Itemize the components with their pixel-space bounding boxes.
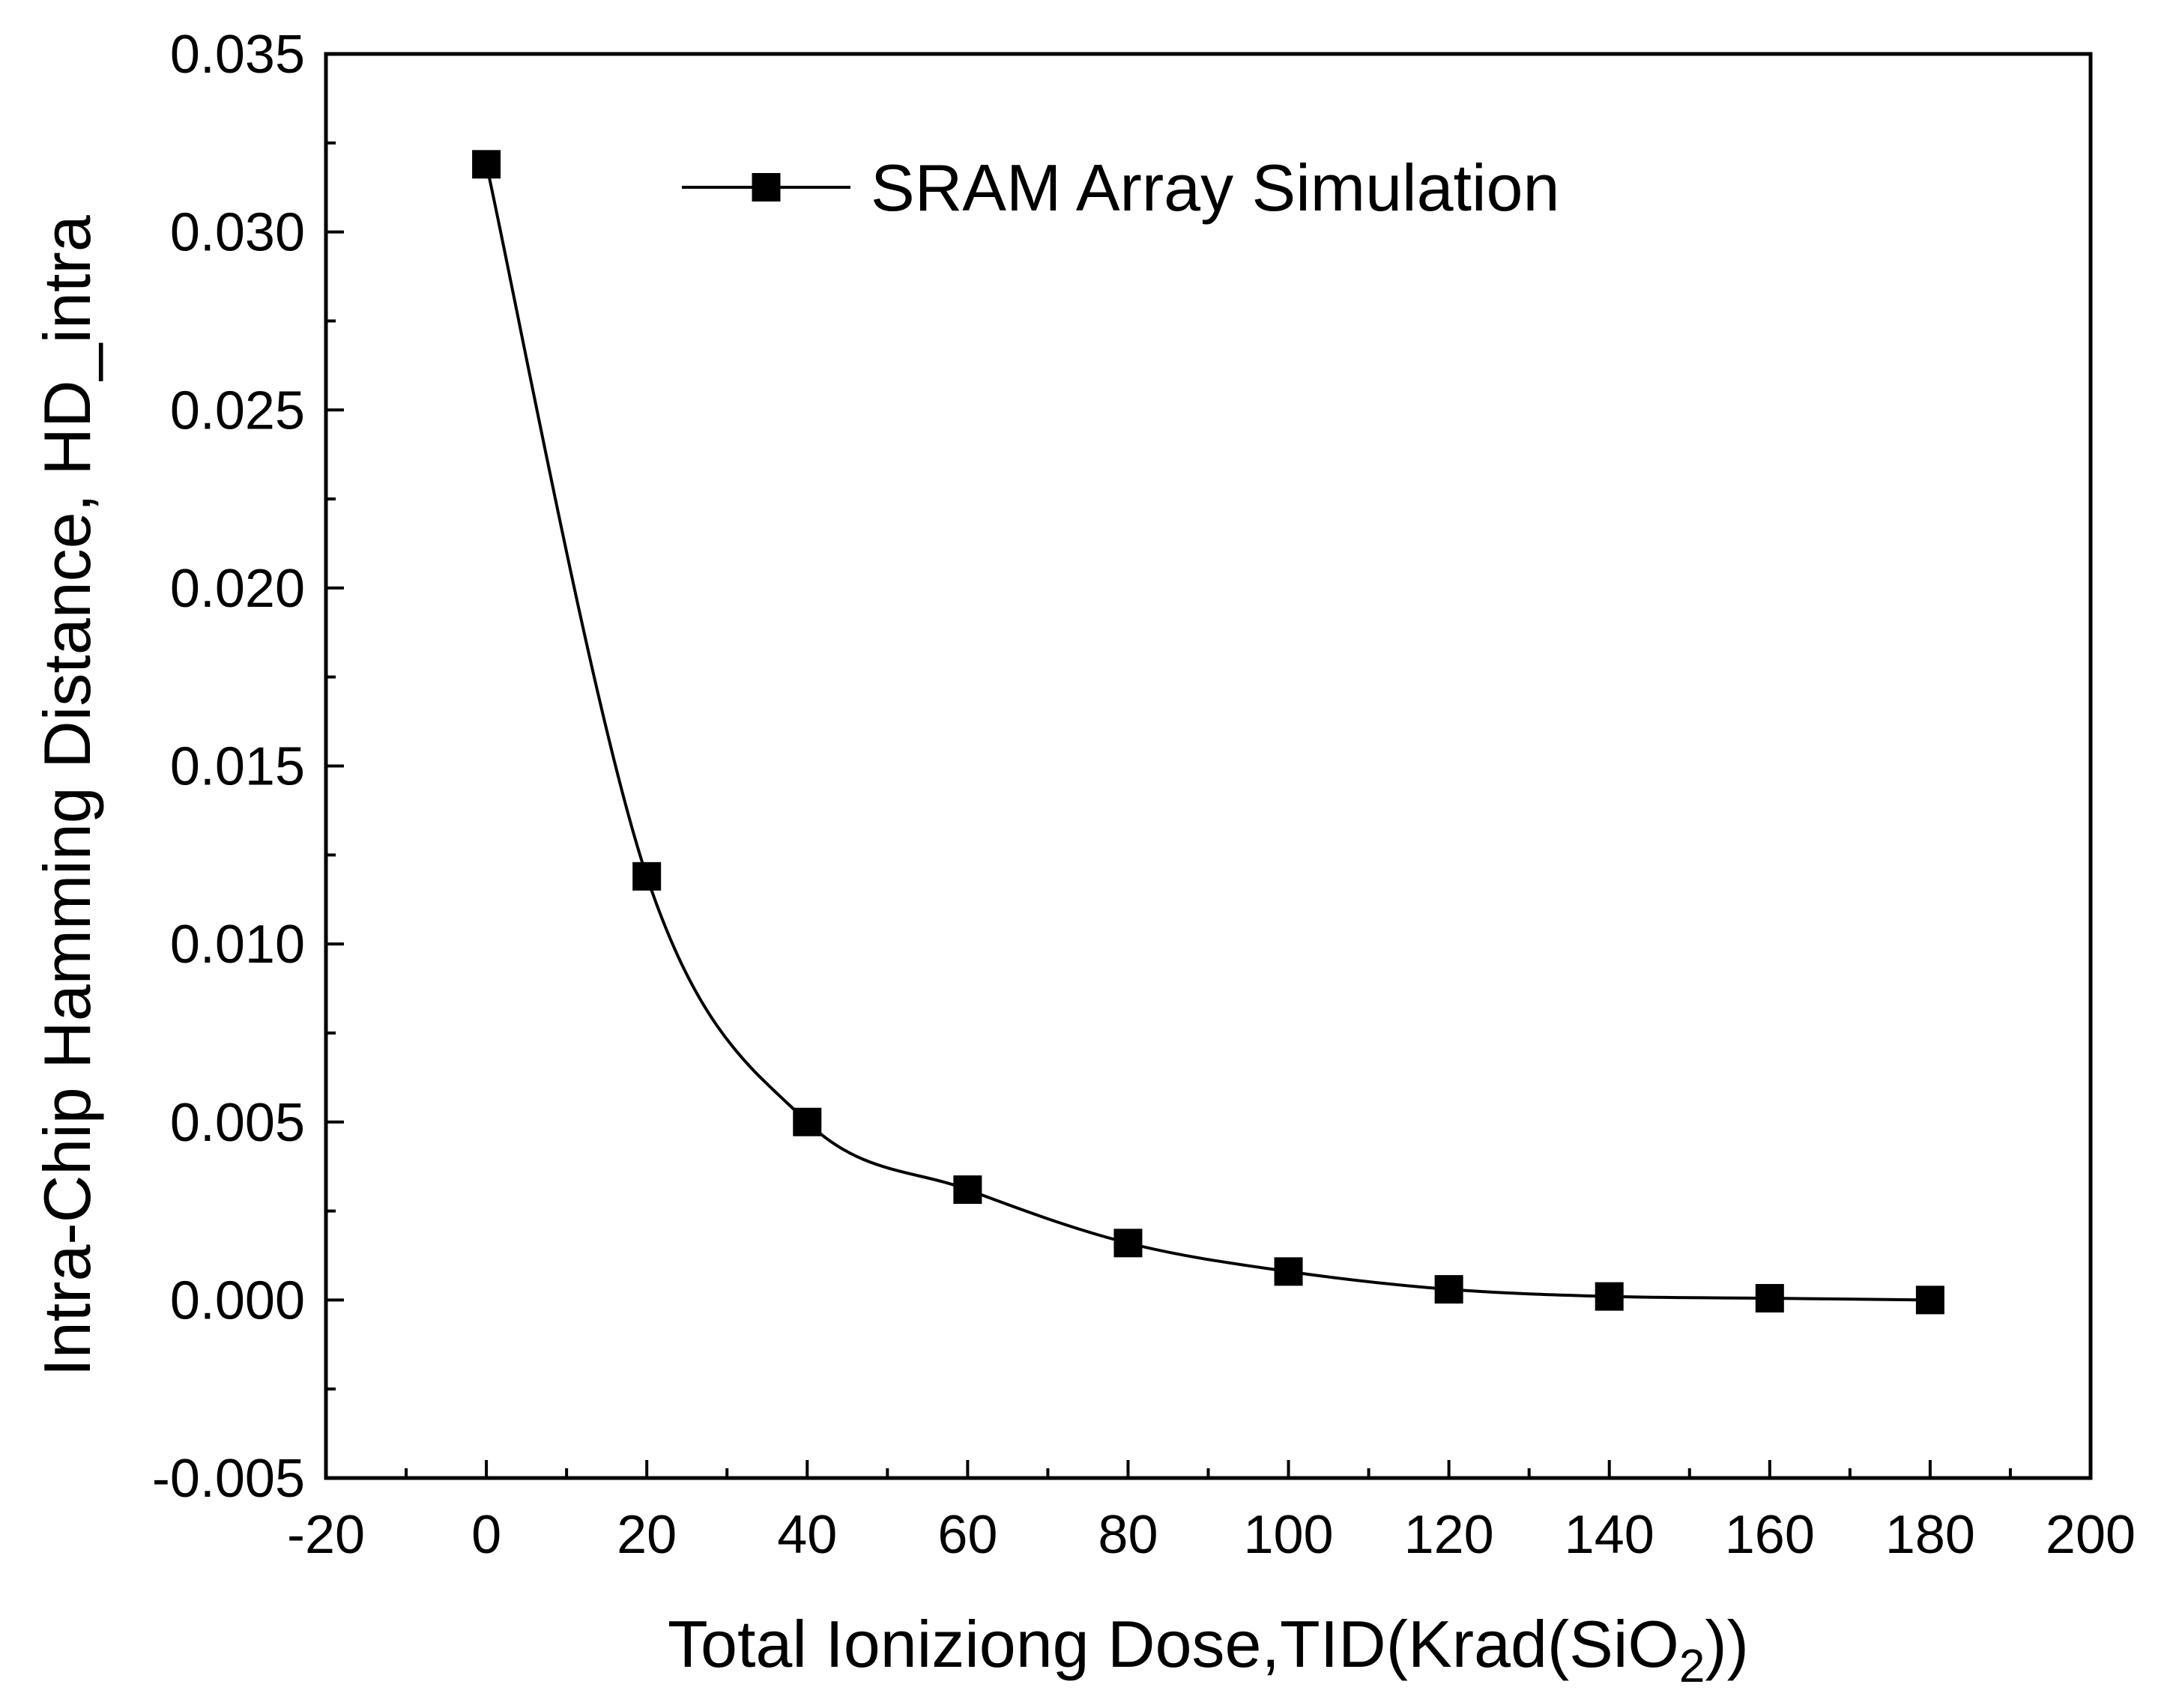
y-tick-label: 0.035 xyxy=(170,25,305,85)
data-point-marker xyxy=(1274,1257,1303,1286)
data-point-marker xyxy=(472,150,501,179)
y-tick-label: 0.010 xyxy=(170,915,305,975)
legend-label: SRAM Array Simulation xyxy=(871,151,1559,225)
plot-frame xyxy=(324,52,2093,1480)
x-tick-label: 200 xyxy=(2046,1505,2136,1565)
x-axis-title-main: Total Ioniziong Dose,TID(Krad(SiO xyxy=(668,1607,1679,1681)
data-point-marker xyxy=(1915,1285,1944,1315)
y-tick-label: 0.030 xyxy=(170,203,305,263)
x-tick-label: 60 xyxy=(937,1505,997,1565)
x-tick-label: -20 xyxy=(287,1505,365,1565)
data-point-marker xyxy=(1595,1282,1624,1311)
data-point-marker xyxy=(632,861,662,891)
data-point-marker xyxy=(1434,1275,1463,1304)
series-line xyxy=(485,163,1930,1302)
x-axis-title-subscript: 2 xyxy=(1679,1641,1705,1692)
legend-marker xyxy=(752,173,781,202)
data-point-marker xyxy=(1755,1283,1784,1312)
y-tick-label: 0.020 xyxy=(170,559,305,619)
x-axis-title: Total Ioniziong Dose,TID(Krad(SiO2)) xyxy=(668,1607,1749,1692)
x-tick-label: 20 xyxy=(617,1505,677,1565)
data-point-marker xyxy=(793,1107,822,1136)
y-tick-label: 0.005 xyxy=(170,1093,305,1153)
x-tick-label: 120 xyxy=(1404,1505,1494,1565)
x-tick-label: 160 xyxy=(1725,1505,1815,1565)
y-tick-label: 0.025 xyxy=(170,381,305,440)
x-tick-label: 80 xyxy=(1098,1505,1158,1565)
data-point-marker xyxy=(1113,1229,1143,1258)
x-axis-title-suffix: )) xyxy=(1705,1607,1749,1681)
y-tick-label: 0.015 xyxy=(170,737,305,797)
x-tick-label: 0 xyxy=(471,1505,501,1565)
x-tick-label: 140 xyxy=(1565,1505,1654,1565)
y-tick-label: -0.005 xyxy=(152,1449,305,1509)
y-tick-label: 0.000 xyxy=(170,1271,305,1330)
x-tick-label: 40 xyxy=(777,1505,837,1565)
y-axis-title: Intra-Chip Hamming Distance, HD_intra xyxy=(30,215,104,1376)
x-tick-label: 100 xyxy=(1243,1505,1333,1565)
x-tick-label: 180 xyxy=(1885,1505,1975,1565)
data-point-marker xyxy=(953,1175,982,1205)
